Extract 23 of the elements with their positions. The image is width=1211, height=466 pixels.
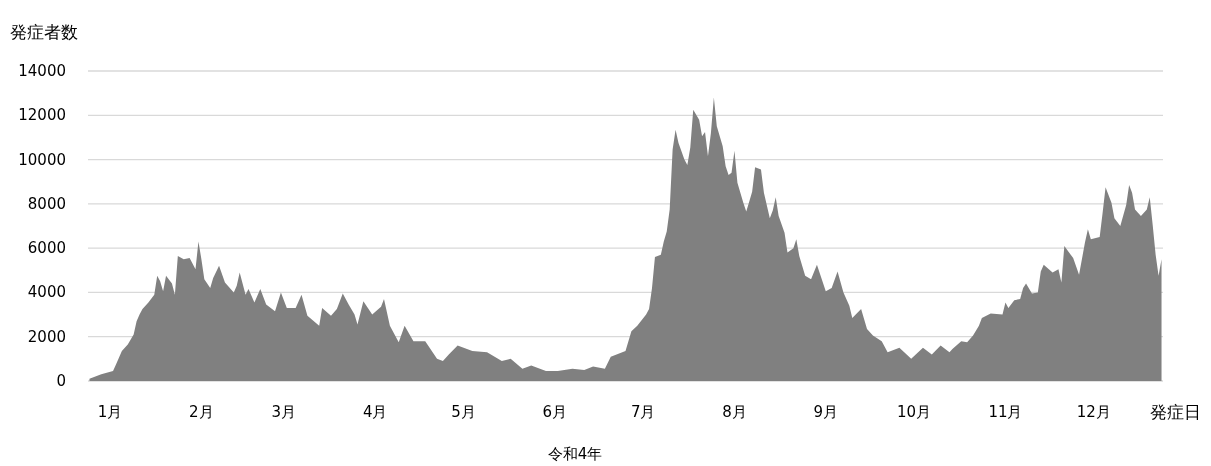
y-tick-label: 12000 (18, 106, 66, 125)
x-tick-label: 6月 (542, 403, 568, 421)
x-tick-label: 3月 (271, 403, 297, 421)
x-tick-label: 1月 (97, 403, 123, 421)
x-tick-label: 9月 (813, 403, 839, 421)
y-tick-label: 4000 (27, 283, 66, 302)
y-tick-label: 10000 (18, 150, 66, 169)
y-tick-label: 6000 (27, 239, 66, 258)
y-axis-title: 発症者数 (10, 22, 78, 42)
text: 令和4年 (547, 445, 603, 463)
x-tick-label: 2月 (189, 403, 214, 421)
x-tick-label: 4月 (362, 403, 388, 421)
x-axis-title: 発症日 (1149, 402, 1201, 422)
x-tick-label: 8月 (722, 403, 747, 421)
y-tick-label: 2000 (27, 327, 66, 346)
y-tick-label: 14000 (18, 62, 66, 80)
y-tick-label: 0 (56, 372, 66, 390)
y-tick-label: 8000 (27, 194, 66, 213)
x-tick-label: 5月 (451, 403, 476, 421)
x-tick-label: 10月 (897, 403, 932, 421)
x-tick-label: 11月 (988, 403, 1023, 421)
x-tick-label: 12月 (1076, 403, 1111, 421)
x-tick-label: 7月 (630, 403, 656, 421)
